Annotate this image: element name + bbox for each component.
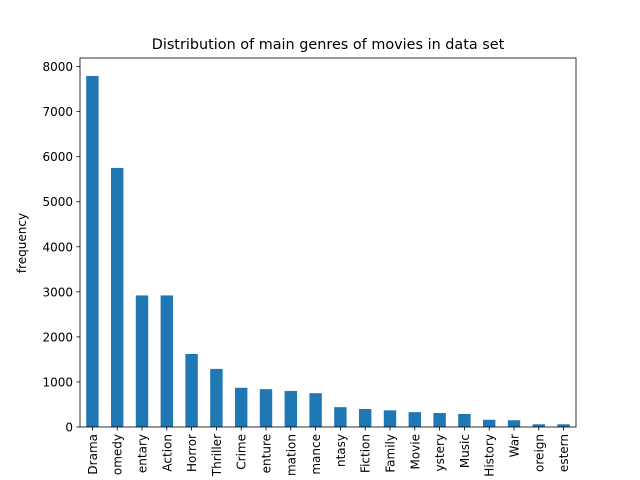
bar-history [483, 419, 496, 427]
bar-family [383, 410, 397, 427]
x-tick-label: Drama [86, 434, 100, 475]
x-tick-label: Crime [235, 434, 249, 470]
x-tick-label: mance [309, 434, 323, 475]
y-tick-label: 1000 [42, 375, 73, 389]
x-axis: Drama omedy entary Action Horror Thriller Crim… [86, 427, 571, 477]
y-tick-label: 3000 [42, 285, 73, 299]
x-tick-label: Family [384, 434, 398, 473]
bar-music [458, 413, 471, 427]
bar-action [160, 295, 173, 427]
chart-title: Distribution of main genres of movies in… [152, 37, 505, 53]
x-tick-label: estern [557, 434, 571, 472]
bars [86, 76, 570, 428]
y-tick-label: 2000 [42, 330, 73, 344]
bar-war [507, 420, 521, 427]
y-tick-label: 5000 [42, 195, 73, 209]
bar-horror [185, 354, 198, 427]
y-axis-label: frequency [15, 213, 29, 273]
x-tick-label: Thriller [210, 434, 224, 477]
x-tick-label: omedy [111, 434, 125, 475]
x-tick-label: ystery [433, 434, 447, 471]
y-tick-label: 4000 [42, 240, 73, 254]
bar-adventure [259, 389, 273, 427]
bar-thriller [210, 368, 223, 427]
y-tick-label: 8000 [42, 60, 73, 74]
x-tick-label: enture [260, 434, 274, 473]
x-tick-label: Movie [408, 434, 422, 470]
y-tick-label: 0 [65, 421, 73, 435]
bar-tv-movie [408, 412, 421, 427]
bar-comedy [111, 167, 124, 427]
x-tick-label: War [508, 434, 522, 457]
bar-animation [284, 390, 297, 427]
x-tick-label: ntasy [334, 434, 348, 467]
bar-mystery [433, 413, 446, 427]
plot-frame [79, 57, 577, 428]
x-tick-label: Horror [185, 434, 199, 472]
y-tick-label: 6000 [42, 150, 73, 164]
x-tick-label: oreign [532, 434, 546, 472]
bar-crime [235, 387, 248, 427]
y-axis: 0 1000 2000 3000 4000 5000 6000 7000 8000 [42, 60, 80, 435]
bar-romance [309, 393, 322, 427]
x-tick-label: entary [136, 434, 150, 473]
bar-fantasy [334, 407, 347, 427]
bar-western [557, 424, 570, 427]
x-tick-label: Music [458, 434, 472, 468]
x-tick-label: Fiction [359, 434, 373, 473]
bar-documentary [135, 295, 149, 427]
bar-drama [86, 76, 99, 428]
x-tick-label: History [483, 434, 497, 477]
bar-science-fiction [359, 408, 372, 427]
x-tick-label: mation [284, 434, 298, 476]
bar-foreign [532, 424, 545, 427]
y-tick-label: 7000 [42, 105, 73, 119]
x-tick-label: Action [160, 434, 174, 472]
